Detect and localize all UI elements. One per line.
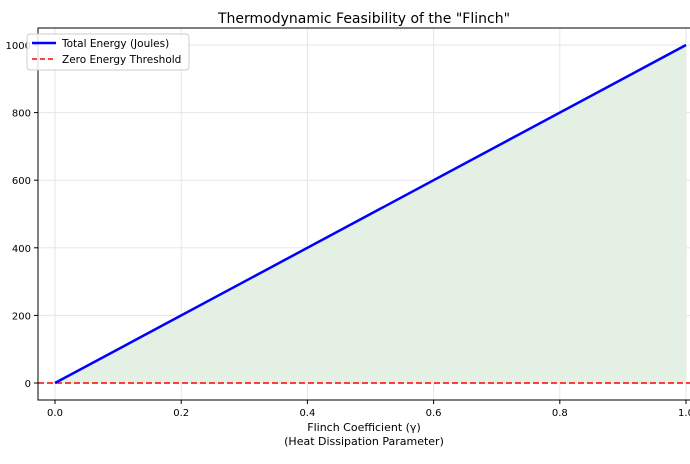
legend-label-zero-threshold: Zero Energy Threshold [62,54,181,66]
x-tick-label: 0.8 [552,408,568,419]
plot-frame [37,27,690,401]
legend: Total Energy (Joules) Zero Energy Thresh… [26,33,190,71]
y-tick-label: 1000 [6,41,31,52]
chart-title: Thermodynamic Feasibility of the "Flinch… [217,11,510,27]
x-tick-label: 1.0 [678,408,690,419]
x-axis-label: Flinch Coefficient (γ) [307,421,421,434]
y-tick-label: 600 [12,176,31,187]
ticks: 0.0 0.2 0.4 0.6 0.8 1.0 0 200 400 600 800 1000 [6,41,690,419]
y-tick-label: 800 [12,109,31,120]
y-tick-label: 200 [12,311,31,322]
x-tick-label: 0.0 [47,408,63,419]
legend-box [26,33,190,71]
y-tick-label: 400 [12,244,31,255]
total-energy-line [54,43,687,385]
x-tick-label: 0.4 [299,408,315,419]
x-axis-label-secondary: (Heat Dissipation Parameter) [284,435,444,448]
y-tick-label: 0 [25,379,31,390]
marks [38,43,690,385]
legend-label-total-energy: Total Energy (Joules) [61,38,169,50]
x-tick-label: 0.6 [426,408,442,419]
x-tick-label: 0.2 [173,408,189,419]
